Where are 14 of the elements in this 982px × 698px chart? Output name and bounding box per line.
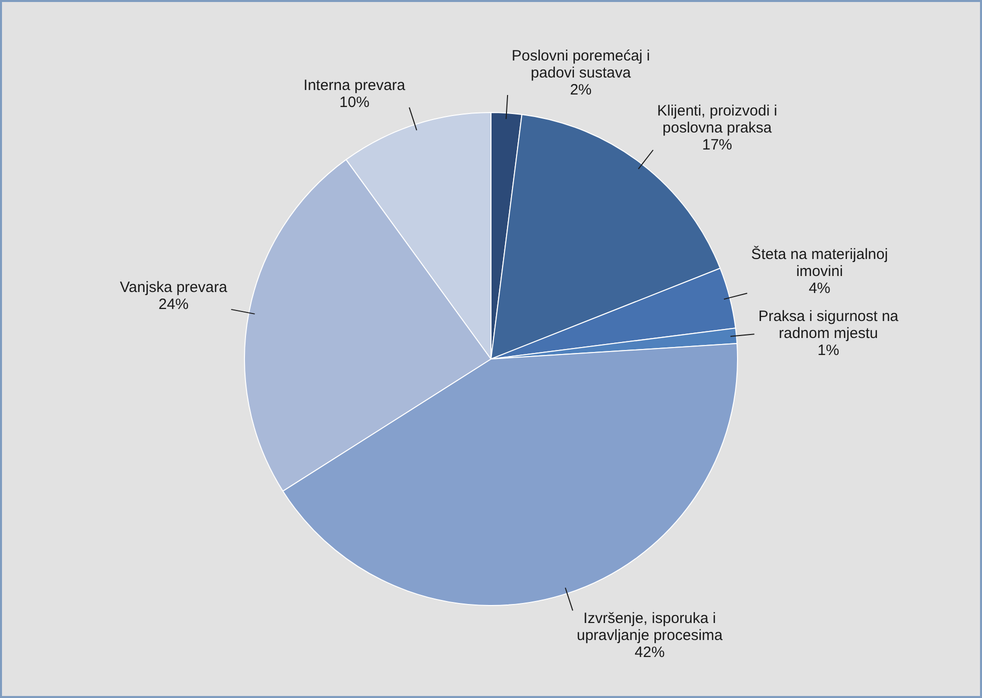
slice-label: Vanjska prevara bbox=[120, 279, 228, 296]
data-label: 17% bbox=[702, 136, 732, 154]
data-label: 4% bbox=[808, 280, 830, 297]
slice-label: Izvršenje, isporuka i upravljanje procesima bbox=[576, 610, 724, 644]
data-label: 10% bbox=[339, 94, 370, 112]
data-label: 2% bbox=[570, 82, 592, 99]
slice-label: Interna prevara bbox=[304, 77, 406, 94]
slice-label: Šteta na materijalnoj imovini bbox=[751, 244, 888, 280]
slice-label: Poslovni poremećaj i padovi sustava bbox=[512, 48, 650, 82]
slice-label: Praksa i sigurnost na radnom mjestu bbox=[758, 308, 900, 342]
slice-label: Klijenti, proizvodi i poslovna praksa bbox=[657, 102, 778, 137]
data-label: 24% bbox=[158, 296, 189, 314]
data-label: 42% bbox=[634, 644, 665, 662]
data-label: 1% bbox=[818, 342, 840, 360]
